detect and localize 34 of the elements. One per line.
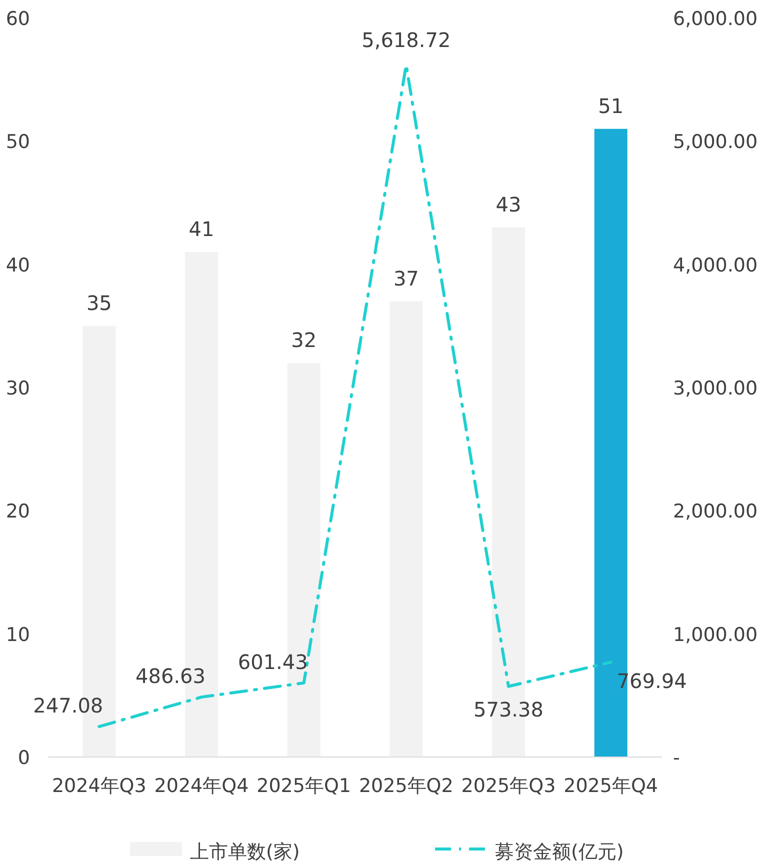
legend-label: 上市单数(家) xyxy=(190,841,300,863)
y-tick-label: 40 xyxy=(6,254,30,276)
y-tick-label: 10 xyxy=(6,624,30,646)
y-tick-label: 30 xyxy=(6,378,30,400)
x-tick-label: 2025年Q4 xyxy=(564,775,658,797)
y2-tick-label: 2,000.00 xyxy=(673,500,758,523)
data-label: 486.63 xyxy=(136,664,206,688)
data-label: 247.08 xyxy=(33,694,104,718)
data-label: 32 xyxy=(291,328,317,352)
y-tick-label: 20 xyxy=(6,500,30,523)
legend-label: 募资金额(亿元) xyxy=(495,841,624,863)
x-tick-label: 2025年Q3 xyxy=(461,775,556,797)
data-label: 37 xyxy=(393,266,419,290)
data-label: 41 xyxy=(188,217,214,242)
x-tick-label: 2024年Q4 xyxy=(154,775,249,797)
y2-tick-label: 3,000.00 xyxy=(673,378,758,400)
y-tick-label: 50 xyxy=(6,131,30,154)
x-tick-label: 2025年Q2 xyxy=(358,775,454,797)
bar xyxy=(390,301,423,757)
data-label: 573.38 xyxy=(474,697,544,722)
data-label: 35 xyxy=(86,290,112,315)
y2-tick-label: 5,000.00 xyxy=(673,131,758,154)
data-label: 51 xyxy=(598,94,624,118)
y2-tick-label: 4,000.00 xyxy=(673,254,758,276)
data-label: 43 xyxy=(496,192,522,216)
data-label: 5,618.72 xyxy=(362,28,451,52)
y2-tick-label: 6,000.00 xyxy=(673,8,758,30)
x-tick-label: 2025年Q1 xyxy=(256,775,352,797)
x-tick-label: 2024年Q3 xyxy=(52,775,146,797)
y2-tick-label: - xyxy=(673,747,680,769)
y-tick-label: 60 xyxy=(6,8,30,30)
y-tick-label: 0 xyxy=(18,747,30,769)
data-label: 601.43 xyxy=(238,650,308,674)
y2-tick-label: 1,000.00 xyxy=(673,624,758,646)
